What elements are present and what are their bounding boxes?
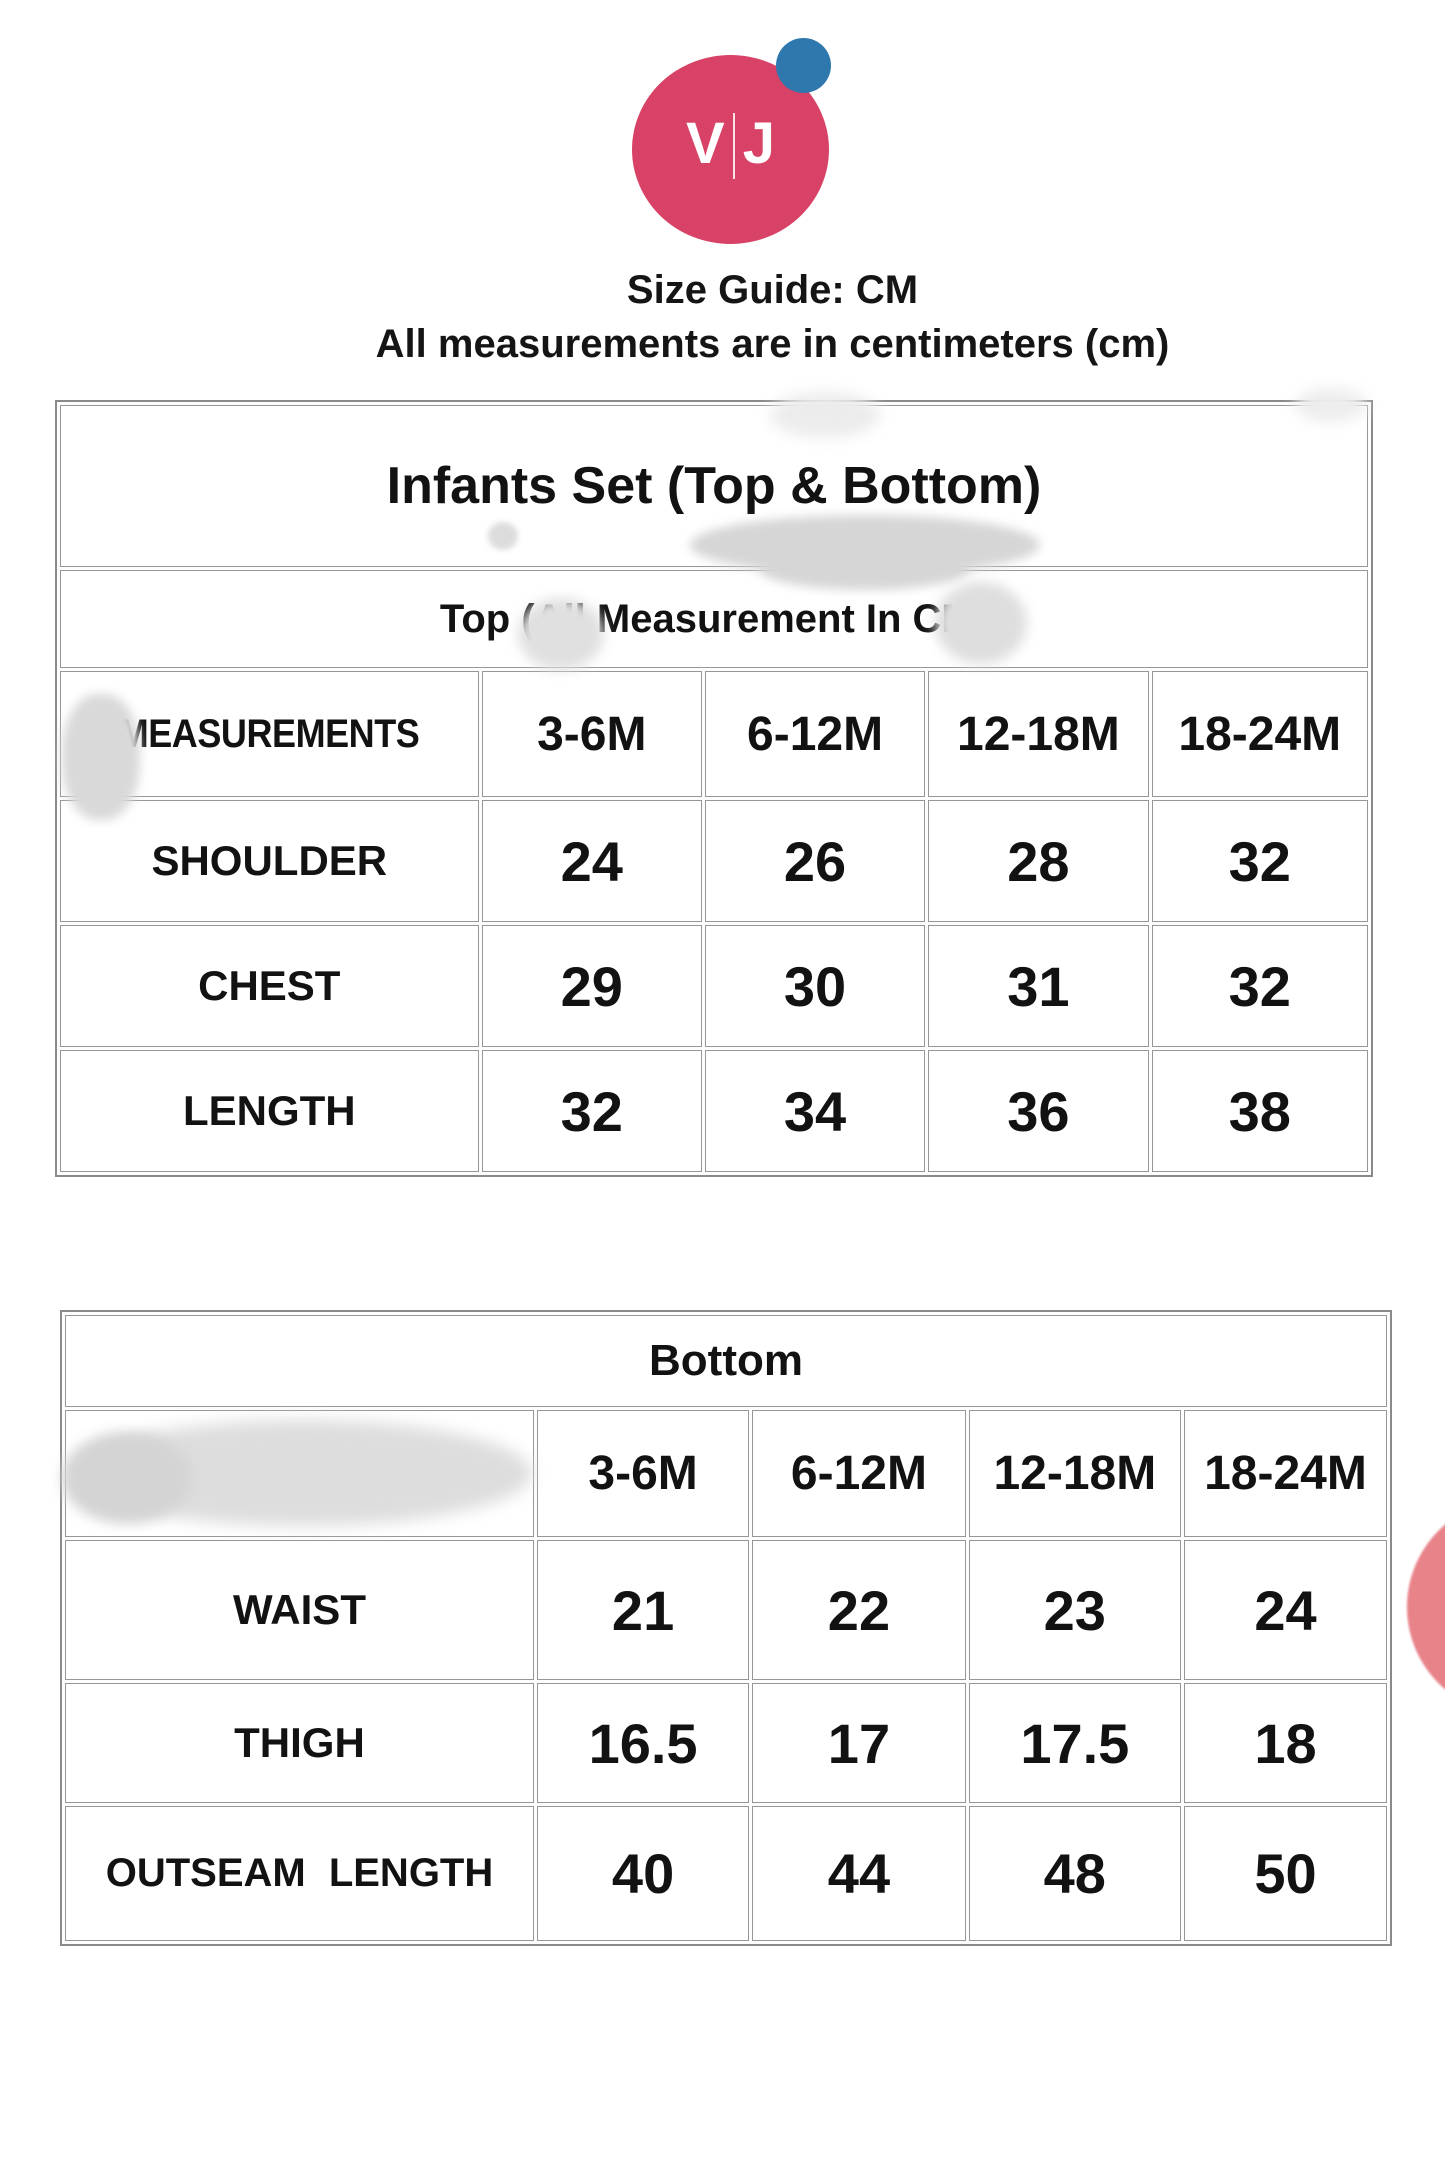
- measurement-value: 32: [1151, 925, 1368, 1047]
- column-header-size: 3-6M: [481, 671, 702, 797]
- measurement-value: 21: [536, 1540, 750, 1680]
- measurement-value: 32: [1151, 800, 1368, 922]
- bottom-table-title: Bottom: [65, 1315, 1387, 1407]
- measurement-value: 32: [481, 1050, 702, 1172]
- logo-blue-dot-icon: [776, 38, 831, 93]
- measurement-value: 26: [704, 800, 926, 922]
- column-header-measurements: MEASUREMENTS: [65, 1410, 534, 1537]
- pink-circle-edge-decoration: [1407, 1499, 1445, 1715]
- row-label: THIGH: [65, 1683, 534, 1803]
- bottom-size-table: Bottom MEASUREMENTS 3-6M 6-12M 12-18M 18…: [60, 1310, 1392, 1946]
- table-row: CHEST 29 30 31 32: [60, 925, 1368, 1047]
- page-title: Size Guide: CM: [626, 268, 919, 312]
- measurement-value: 16.5: [536, 1683, 750, 1803]
- page-subtitle: All measurements are in centimeters (cm): [375, 322, 1170, 366]
- table-row: OUTSEAM LENGTH 40 44 48 50: [65, 1806, 1387, 1941]
- measurement-value: 23: [968, 1540, 1181, 1680]
- column-header-size: 6-12M: [704, 671, 926, 797]
- top-table-subtitle: Top (All Measurement In CM): [60, 570, 1368, 668]
- row-label: CHEST: [60, 925, 479, 1047]
- table-row: SHOULDER 24 26 28 32: [60, 800, 1368, 922]
- column-header-size: 12-18M: [968, 1410, 1181, 1537]
- logo-letter-v: V: [686, 110, 725, 176]
- column-header-size: 3-6M: [536, 1410, 750, 1537]
- measurement-value: 17.5: [968, 1683, 1181, 1803]
- measurement-value: 24: [481, 800, 702, 922]
- measurement-value: 50: [1183, 1806, 1387, 1941]
- table-row: Infants Set (Top & Bottom): [60, 405, 1368, 567]
- measurement-value: 29: [481, 925, 702, 1047]
- table-row: WAIST 21 22 23 24: [65, 1540, 1387, 1680]
- top-size-table: Infants Set (Top & Bottom) Top (All Meas…: [55, 400, 1373, 1177]
- measurement-value: 31: [928, 925, 1149, 1047]
- measurement-value: 22: [752, 1540, 966, 1680]
- logo-divider-bar: [732, 112, 735, 179]
- measurement-value: 18: [1183, 1683, 1387, 1803]
- column-header-size: 12-18M: [928, 671, 1149, 797]
- column-header-size: 6-12M: [752, 1410, 966, 1537]
- column-header-measurements: MEASUREMENTS: [60, 671, 479, 797]
- row-label: LENGTH: [60, 1050, 479, 1172]
- measurement-value: 30: [704, 925, 926, 1047]
- table-row: THIGH 16.5 17 17.5 18: [65, 1683, 1387, 1803]
- top-table-title: Infants Set (Top & Bottom): [60, 405, 1368, 567]
- measurement-value: 36: [928, 1050, 1149, 1172]
- brand-logo-monogram: V J: [686, 110, 775, 179]
- measurement-value: 28: [928, 800, 1149, 922]
- table-header-row: MEASUREMENTS 3-6M 6-12M 12-18M 18-24M: [60, 671, 1368, 797]
- row-label: SHOULDER: [60, 800, 479, 922]
- column-header-size: 18-24M: [1183, 1410, 1387, 1537]
- table-row: LENGTH 32 34 36 38: [60, 1050, 1368, 1172]
- table-row: Top (All Measurement In CM): [60, 570, 1368, 668]
- measurement-value: 17: [752, 1683, 966, 1803]
- measurement-value: 40: [536, 1806, 750, 1941]
- measurement-value: 38: [1151, 1050, 1368, 1172]
- row-label: OUTSEAM LENGTH: [65, 1806, 534, 1941]
- measurement-value: 24: [1183, 1540, 1387, 1680]
- measurement-value: 48: [968, 1806, 1181, 1941]
- row-label: WAIST: [65, 1540, 534, 1680]
- measurement-value: 34: [704, 1050, 926, 1172]
- column-header-size: 18-24M: [1151, 671, 1368, 797]
- measurement-value: 44: [752, 1806, 966, 1941]
- logo-letter-j: J: [742, 110, 775, 176]
- table-header-row: MEASUREMENTS 3-6M 6-12M 12-18M 18-24M: [65, 1410, 1387, 1537]
- table-row: Bottom: [65, 1315, 1387, 1407]
